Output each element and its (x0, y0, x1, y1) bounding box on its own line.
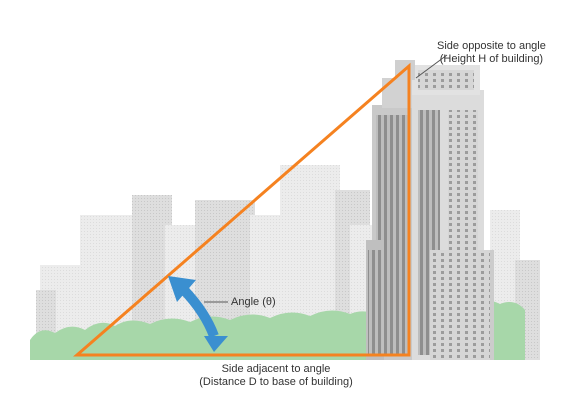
opposite-side-label-line1: Side opposite to angle (437, 40, 546, 52)
angle-arrow (168, 276, 228, 352)
angle-label: Angle (θ) (231, 296, 276, 308)
right-triangle (72, 62, 411, 357)
adjacent-side-label-line1: Side adjacent to angle (221, 363, 331, 375)
opposite-leader-line (415, 54, 448, 79)
tall-building (366, 60, 494, 360)
opposite-side-label-line2: (Height H of building) (439, 53, 544, 65)
opposite-side-label: Side opposite to angle (Height H of buil… (437, 40, 546, 66)
adjacent-side-label-line2: (Distance D to base of building) (199, 376, 353, 388)
grass (30, 310, 380, 360)
adjacent-side-label: Side adjacent to angle (Distance D to ba… (186, 363, 366, 389)
